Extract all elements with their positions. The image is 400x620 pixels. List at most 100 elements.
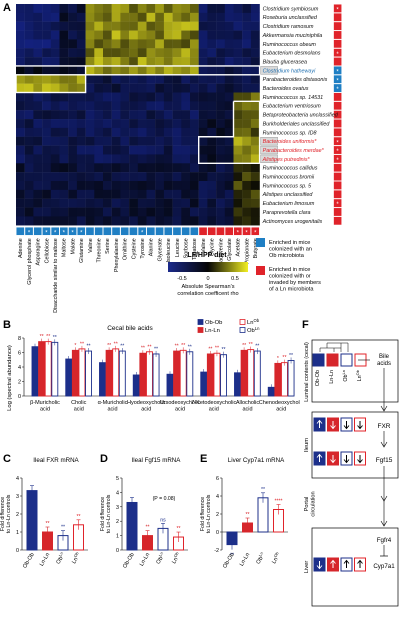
heatmap-cell — [233, 57, 243, 67]
heatmap-cell — [103, 172, 112, 182]
heatmap-cell — [172, 136, 182, 146]
heatmap-cell — [233, 83, 243, 93]
heatmap-cell — [16, 57, 25, 67]
heatmap-cell — [163, 30, 173, 40]
heatmap-cell — [190, 92, 199, 102]
heatmap-cell — [233, 4, 243, 14]
heatmap-cell — [163, 48, 173, 58]
sig-mark: ** — [249, 342, 253, 348]
heatmap-cell — [59, 57, 69, 67]
heatmap-cell — [155, 136, 165, 146]
heatmap-cell — [85, 30, 95, 40]
bar — [26, 490, 38, 551]
row-indicator — [333, 21, 342, 31]
heatmap-outline — [15, 74, 87, 94]
heatmap-cell — [163, 189, 173, 199]
heatmap-cell — [163, 136, 173, 146]
heatmap-column-labels: Adenine Glycerol phosphate Asparagine Cello… — [18, 238, 259, 313]
heatmap-cell — [163, 65, 173, 75]
column-label: Asparagine — [36, 238, 42, 265]
heatmap-cell — [198, 145, 208, 155]
heatmap-cell — [33, 57, 43, 67]
heatmap-cell — [16, 110, 25, 120]
heatmap-cell — [68, 189, 78, 199]
heatmap-cell — [16, 65, 25, 75]
heatmap-cell — [146, 39, 156, 49]
heatmap-cell — [233, 145, 243, 155]
category-label: Ln-Ln — [39, 552, 51, 567]
panel-label-f: F — [302, 319, 309, 331]
heatmap-cell — [68, 198, 78, 208]
heatmap-cell — [242, 216, 252, 226]
heatmap-cell — [129, 4, 138, 14]
heatmap-cell — [163, 92, 173, 102]
column-label: Glycolate — [227, 238, 233, 260]
heatmap-cell — [94, 181, 104, 191]
sig-mark: ** — [53, 335, 57, 341]
heatmap-cell — [224, 207, 234, 217]
heatmap-cell — [33, 21, 43, 31]
heatmap-cell — [242, 39, 252, 49]
heatmap-cell — [137, 127, 147, 137]
heatmap-cell — [146, 145, 156, 155]
heatmap-cell — [146, 207, 156, 217]
heatmap-cell — [59, 65, 69, 75]
heatmap-cell — [85, 12, 95, 22]
heatmap-cell — [216, 48, 225, 58]
heatmap-cell — [94, 12, 104, 22]
heatmap-cell — [50, 4, 60, 14]
heatmap-cell — [129, 21, 138, 31]
heatmap-cell — [207, 145, 217, 155]
heatmap-cell — [94, 163, 104, 173]
bar — [132, 374, 140, 397]
label-line: α-Muricholic — [98, 400, 128, 406]
heatmap-cell — [50, 74, 60, 84]
heatmap-cell — [198, 12, 208, 22]
category-sup: Ob — [73, 550, 80, 558]
heatmap-cell — [242, 154, 252, 164]
column-indicator — [198, 227, 208, 236]
label-line: Allocholic — [236, 400, 259, 406]
heatmap-cell — [16, 198, 25, 208]
row-label: Parabacteroides distasonis — [263, 77, 328, 83]
heatmap-cell — [137, 30, 147, 40]
heatmap-cell — [103, 181, 112, 191]
column-indicator — [120, 227, 129, 236]
row-label: Eubacterium desmolans — [263, 51, 321, 57]
heatmap-cell — [76, 110, 86, 120]
heatmap-row-indicator-bar: * * * * * * * * * — [333, 4, 342, 226]
row-label-highlight — [260, 145, 278, 155]
column-label: Valine — [201, 238, 207, 253]
column-indicator — [68, 227, 77, 236]
column-indicator — [155, 227, 164, 236]
heatmap-cell — [76, 216, 86, 226]
fxr-label: FXR — [378, 423, 391, 430]
chart-title: Ileal FXR mRNA — [33, 457, 79, 464]
legend-red-text: Enriched in mice colonized with or invad… — [269, 267, 323, 293]
legend-swatch — [197, 319, 204, 325]
heatmap-cell — [111, 101, 121, 111]
category-label: Ursodeoxycholic acid — [160, 400, 201, 413]
heatmap-cell — [250, 181, 260, 191]
heatmap-cell — [155, 163, 165, 173]
bar — [166, 373, 174, 397]
heatmap-cell — [137, 48, 147, 58]
heatmap-cell — [172, 65, 182, 75]
heatmap-cell — [163, 74, 173, 84]
heatmap-cell — [76, 172, 86, 182]
heatmap-cell — [33, 110, 43, 120]
heatmap-cell — [242, 181, 252, 191]
heatmap-cell — [120, 163, 130, 173]
heatmap-cell — [224, 154, 234, 164]
heatmap-cell — [250, 207, 260, 217]
sig-mark: ** — [80, 341, 84, 347]
heatmap-cell — [207, 189, 217, 199]
heatmap-cell — [137, 181, 147, 191]
heatmap-cell — [129, 74, 138, 84]
heatmap-cell — [207, 181, 217, 191]
heatmap-cell — [103, 48, 112, 58]
heatmap-cell — [129, 39, 138, 49]
heatmap-cell — [224, 48, 234, 58]
heatmap-cell — [207, 74, 217, 84]
heatmap-cell — [137, 119, 147, 129]
